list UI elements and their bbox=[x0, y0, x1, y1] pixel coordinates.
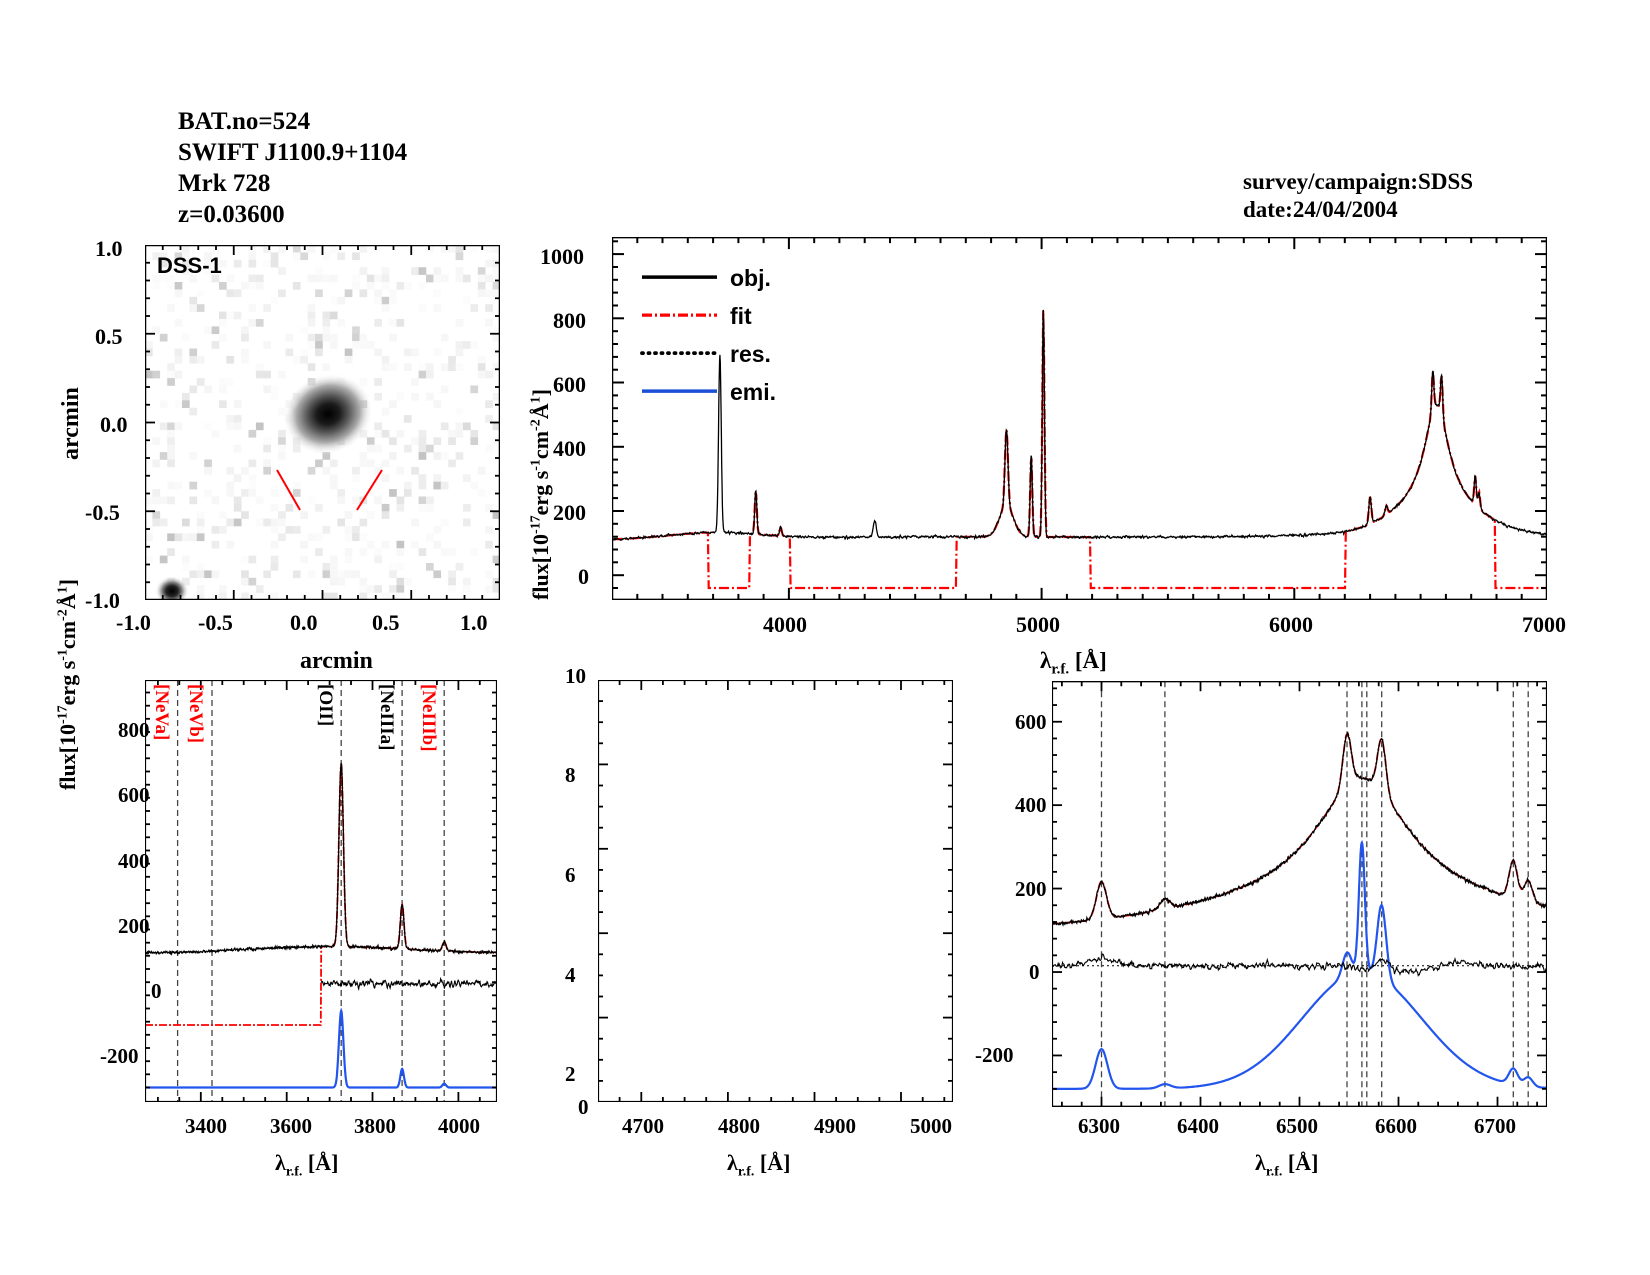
svg-text:obj.: obj. bbox=[730, 265, 771, 291]
svg-text:emi.: emi. bbox=[730, 379, 776, 405]
svg-text:res.: res. bbox=[730, 341, 771, 367]
svg-text:fit: fit bbox=[730, 303, 752, 329]
svg-text:DSS-1: DSS-1 bbox=[157, 253, 222, 278]
